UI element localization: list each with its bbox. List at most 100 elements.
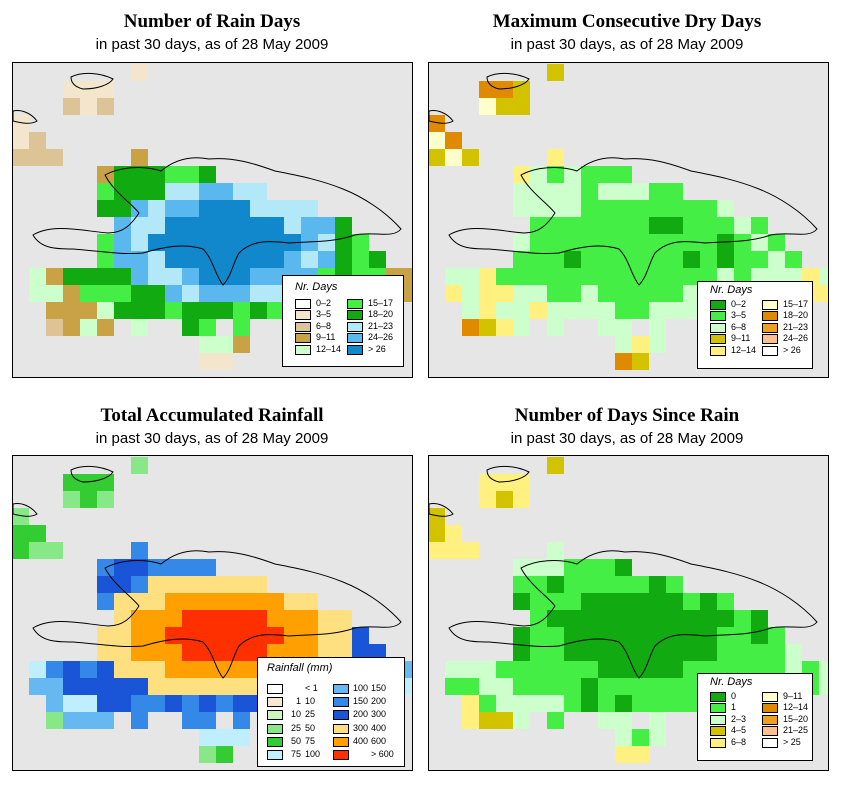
- grid-cell: [284, 200, 301, 217]
- island-outline: [486, 465, 530, 483]
- legend-label: 21–23: [368, 320, 394, 331]
- grid-cell: [632, 251, 649, 268]
- grid-cell: [649, 336, 666, 353]
- grid-cell: [547, 285, 564, 302]
- grid-cell: [768, 627, 785, 644]
- legend-high: 300: [371, 709, 387, 720]
- island-outline: [486, 72, 530, 90]
- grid-cell: [13, 542, 29, 559]
- grid-cell: [250, 644, 267, 661]
- grid-cell: [267, 610, 284, 627]
- grid-cell: [513, 474, 530, 491]
- legend-high: < 1: [305, 683, 318, 693]
- legend-swatch: [333, 684, 349, 694]
- grid-cell: [114, 661, 131, 678]
- grid-cell: [131, 559, 148, 576]
- grid-cell: [114, 285, 131, 302]
- grid-cell: [751, 627, 768, 644]
- grid-cell: [717, 268, 734, 285]
- grid-cell: [632, 302, 649, 319]
- grid-cell: [615, 610, 632, 627]
- grid-cell: [581, 661, 598, 678]
- grid-cell: [165, 234, 182, 251]
- grid-cell: [97, 644, 114, 661]
- grid-cell: [649, 661, 666, 678]
- grid-cell: [148, 166, 165, 183]
- grid-cell: [233, 285, 250, 302]
- legend-label: > 26: [783, 344, 801, 355]
- grid-cell: [496, 661, 513, 678]
- grid-cell: [80, 491, 97, 508]
- grid-cell: [581, 678, 598, 695]
- grid-cell: [615, 712, 632, 729]
- grid-cell: [46, 268, 63, 285]
- grid-cell: [318, 251, 335, 268]
- grid-cell: [649, 183, 666, 200]
- grid-cell: [683, 234, 700, 251]
- grid-cell: [63, 661, 80, 678]
- grid-cell: [615, 593, 632, 610]
- legend-label: 0–2: [316, 298, 332, 308]
- grid-cell: [131, 576, 148, 593]
- grid-cell: [80, 474, 97, 491]
- grid-cell: [462, 149, 479, 166]
- grid-cell: [97, 474, 114, 491]
- legend-swatch: [267, 684, 283, 694]
- grid-cell: [250, 576, 267, 593]
- legend-swatch: [267, 750, 283, 760]
- grid-cell: [462, 661, 479, 678]
- grid-cell: [131, 64, 148, 81]
- legend-high: 200: [371, 696, 387, 707]
- grid-cell: [462, 678, 479, 695]
- grid-cell: [233, 336, 250, 353]
- legend-swatch: [762, 726, 778, 737]
- legend-swatch: [710, 334, 726, 345]
- grid-cell: [80, 98, 97, 115]
- legend-swatch: [710, 714, 726, 725]
- grid-cell: [683, 268, 700, 285]
- grid-cell: [80, 319, 97, 336]
- grid-cell: [165, 285, 182, 302]
- grid-cell: [445, 268, 462, 285]
- legend-rain-days: Nr. Days 0–2 3–5 6–8 9–11 12–14 15–17 18–20 21–…: [282, 275, 404, 367]
- legend-label: 0–2: [731, 299, 747, 309]
- grid-cell: [301, 644, 318, 661]
- island-outline-hispaniola: [32, 157, 402, 286]
- grid-cell: [233, 661, 250, 678]
- grid-cell: [683, 302, 700, 319]
- grid-cell: [581, 166, 598, 183]
- grid-cell: [632, 268, 649, 285]
- grid-cell: [683, 644, 700, 661]
- grid-cell: [335, 234, 352, 251]
- grid-cell: [615, 353, 632, 370]
- grid-cell: [267, 285, 284, 302]
- grid-cell: [97, 234, 114, 251]
- grid-cell: [581, 183, 598, 200]
- grid-cell: [615, 336, 632, 353]
- grid-cell: [751, 251, 768, 268]
- grid-cell: [318, 234, 335, 251]
- grid-cell: [700, 200, 717, 217]
- grid-cell: [564, 644, 581, 661]
- grid-cell: [267, 268, 284, 285]
- grid-cell: [80, 695, 97, 712]
- grid-cell: [250, 593, 267, 610]
- grid-cell: [131, 166, 148, 183]
- legend-low: 25: [290, 722, 301, 733]
- grid-cell: [530, 251, 547, 268]
- grid-cell: [233, 627, 250, 644]
- grid-cell: [148, 234, 165, 251]
- grid-cell: [114, 576, 131, 593]
- grid-cell: [547, 302, 564, 319]
- grid-cell: [598, 593, 615, 610]
- grid-cell: [632, 644, 649, 661]
- grid-cell: [199, 353, 216, 370]
- grid-cell: [182, 285, 199, 302]
- grid-cell: [13, 115, 29, 132]
- grid-cell: [530, 268, 547, 285]
- grid-cell: [131, 319, 148, 336]
- grid-cell: [479, 319, 496, 336]
- grid-cell: [131, 217, 148, 234]
- grid-cell: [165, 217, 182, 234]
- grid-cell: [301, 610, 318, 627]
